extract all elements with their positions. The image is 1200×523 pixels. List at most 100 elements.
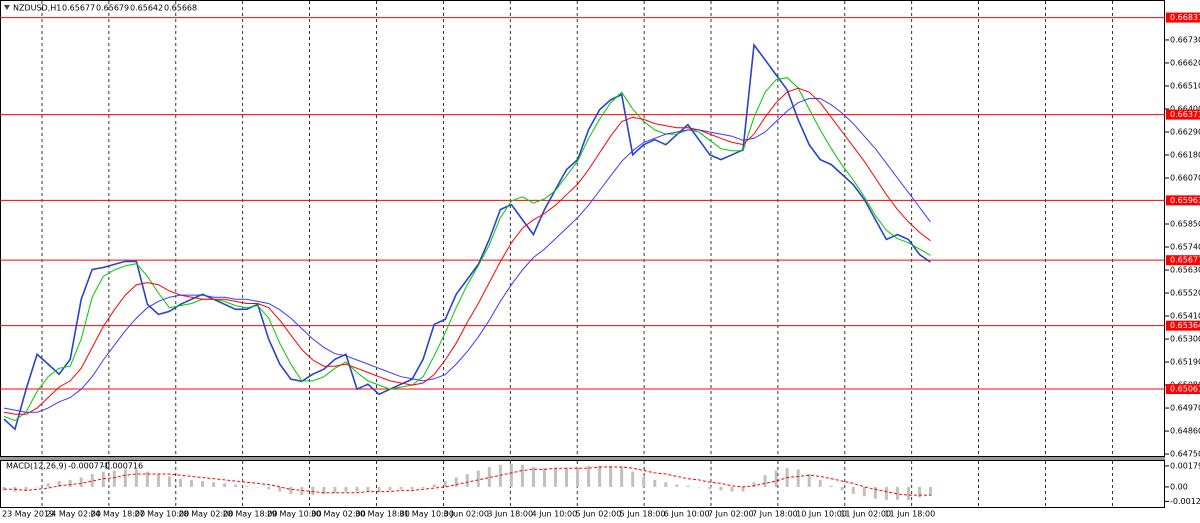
histogram-bar — [112, 470, 116, 487]
histogram-bar — [311, 486, 315, 496]
histogram-bar — [609, 465, 613, 487]
histogram-bar — [719, 486, 723, 491]
histogram-bar — [333, 486, 337, 493]
histogram-bar — [565, 468, 569, 487]
histogram-bar — [653, 479, 657, 487]
quote-value: 0.65642 — [130, 4, 163, 13]
level-label-box — [1166, 255, 1200, 266]
y-tick-label: 0.66070 — [1170, 173, 1200, 182]
y-tick-label: 0.64860 — [1170, 427, 1200, 436]
quote-value: -0.000716 — [102, 462, 143, 471]
histogram-bar — [212, 482, 216, 487]
histogram-bar — [520, 464, 524, 487]
histogram-bar — [498, 464, 502, 487]
y-tick-label: -0.001236 — [1170, 497, 1200, 506]
y-tick-label: 0.65630 — [1170, 266, 1200, 275]
macd-title: MACD(12,26,9) — [6, 462, 67, 471]
histogram-bar — [79, 477, 83, 487]
histogram-bar — [24, 486, 28, 491]
histogram-bar — [377, 486, 381, 492]
y-tick-label: 0.00 — [1170, 482, 1188, 491]
histogram-bar — [829, 485, 833, 487]
histogram-bar — [190, 479, 194, 487]
histogram-bar — [134, 469, 138, 487]
histogram-bar — [366, 486, 370, 492]
histogram-bar — [399, 486, 403, 490]
histogram-bar — [101, 471, 105, 487]
level-label-box — [1166, 109, 1200, 120]
quote-value: -0.000771 — [68, 462, 109, 471]
histogram-bar — [873, 486, 877, 499]
histogram-bar — [388, 486, 392, 491]
y-tick-label: 0.65300 — [1170, 335, 1200, 344]
histogram-bar — [807, 474, 811, 487]
level-label: 0.65677 — [1170, 256, 1200, 265]
histogram-bar — [708, 486, 712, 490]
series-line — [4, 466, 931, 496]
histogram-bar — [487, 467, 491, 487]
histogram-bar — [443, 481, 447, 487]
histogram-bar — [840, 486, 844, 491]
histogram-bar — [917, 486, 921, 498]
histogram-bar — [267, 486, 271, 490]
histogram-bar — [476, 470, 480, 487]
y-tick-label: 0.001799 — [1170, 461, 1200, 470]
histogram-bar — [410, 486, 414, 490]
y-tick-label: 0.65190 — [1170, 358, 1200, 367]
histogram-bar — [344, 486, 348, 492]
x-tick-label: 28 May 18:00 — [223, 510, 278, 519]
x-tick-label: 11 Jun 02:00 — [840, 510, 891, 519]
histogram-bar — [542, 468, 546, 487]
y-tick-label: 0.66620 — [1170, 58, 1200, 67]
level-label: 0.65364 — [1170, 321, 1200, 330]
y-tick-label: 0.66180 — [1170, 150, 1200, 159]
series-line — [3, 98, 931, 413]
histogram-bar — [906, 486, 910, 500]
x-tick-label: 30 May 02:00 — [311, 510, 366, 519]
y-tick-label: 0.66510 — [1170, 81, 1200, 90]
level-label: 0.66837 — [1170, 13, 1200, 22]
series-line — [3, 87, 931, 415]
histogram-bar — [664, 482, 668, 487]
histogram-bar — [223, 483, 227, 487]
y-tick-label: 0.66290 — [1170, 127, 1200, 136]
histogram-bar — [300, 486, 304, 496]
x-tick-label: 10 Jun 10:00 — [796, 510, 847, 519]
macd-panel — [0, 460, 1165, 508]
histogram-bar — [818, 479, 822, 487]
histogram-bar — [68, 479, 72, 487]
quote-value: 0.65677 — [62, 4, 95, 13]
histogram-bar — [741, 486, 745, 492]
histogram-bar — [774, 470, 778, 487]
histogram-bar — [631, 471, 635, 487]
x-tick-label: 27 May 10:00 — [134, 510, 189, 519]
histogram-bar — [322, 486, 326, 494]
x-tick-label: 28 May 02:00 — [178, 510, 233, 519]
x-tick-label: 23 May 2019 — [2, 510, 54, 519]
histogram-bar — [730, 486, 734, 492]
histogram-bar — [145, 471, 149, 487]
histogram-bar — [355, 486, 359, 492]
histogram-bar — [201, 481, 205, 487]
histogram-bar — [642, 476, 646, 487]
histogram-bar — [752, 482, 756, 487]
quote-value: 0.65679 — [96, 4, 129, 13]
histogram-bar — [46, 483, 50, 487]
histogram-bar — [167, 476, 171, 487]
histogram-bar — [178, 478, 182, 487]
histogram-bar — [57, 481, 61, 487]
histogram-bar — [796, 469, 800, 487]
x-tick-label: 3 Jun 18:00 — [487, 510, 533, 519]
x-tick-label: 30 May 18:00 — [355, 510, 410, 519]
x-tick-label: 3 Jun 02:00 — [443, 510, 489, 519]
y-tick-label: 0.65740 — [1170, 243, 1200, 252]
histogram-bar — [531, 467, 535, 487]
y-tick-label: 0.65520 — [1170, 289, 1200, 298]
histogram-bar — [256, 486, 260, 488]
histogram-bar — [862, 486, 866, 497]
x-tick-label: 29 May 10:00 — [267, 510, 322, 519]
histogram-bar — [598, 465, 602, 487]
histogram-bar — [432, 484, 436, 487]
y-tick-label: 0.66730 — [1170, 35, 1200, 44]
level-label-box — [1166, 12, 1200, 23]
